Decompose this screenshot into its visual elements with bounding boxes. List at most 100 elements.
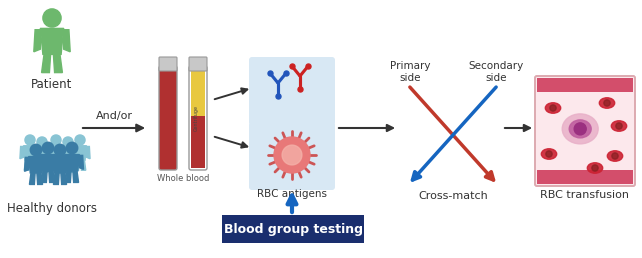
Polygon shape [56, 159, 62, 170]
FancyBboxPatch shape [535, 76, 635, 186]
Polygon shape [53, 172, 59, 184]
Circle shape [616, 123, 622, 129]
Polygon shape [29, 157, 44, 173]
Polygon shape [62, 162, 67, 172]
FancyBboxPatch shape [159, 66, 177, 170]
Polygon shape [37, 155, 40, 169]
Polygon shape [37, 172, 42, 184]
Circle shape [37, 137, 47, 147]
Polygon shape [40, 28, 64, 54]
Circle shape [25, 135, 35, 145]
Polygon shape [69, 162, 74, 172]
Text: Blood group testing: Blood group testing [223, 222, 363, 236]
Ellipse shape [545, 103, 560, 113]
FancyBboxPatch shape [222, 215, 364, 243]
Polygon shape [50, 159, 55, 170]
Polygon shape [65, 155, 80, 171]
Polygon shape [42, 53, 51, 72]
Circle shape [43, 9, 61, 27]
Text: RBC transfusion: RBC transfusion [541, 190, 630, 200]
Polygon shape [64, 30, 70, 52]
Polygon shape [62, 147, 66, 159]
Polygon shape [74, 149, 78, 161]
Circle shape [574, 123, 586, 135]
Polygon shape [49, 157, 53, 171]
Polygon shape [34, 30, 40, 52]
Text: Centrifuge: Centrifuge [193, 105, 198, 131]
Circle shape [42, 142, 54, 154]
Polygon shape [53, 53, 62, 72]
Ellipse shape [599, 98, 614, 108]
FancyBboxPatch shape [189, 57, 207, 71]
Circle shape [63, 137, 73, 147]
Polygon shape [49, 170, 55, 182]
Text: Secondary
side: Secondary side [469, 61, 524, 83]
Polygon shape [32, 149, 35, 161]
Polygon shape [80, 155, 83, 169]
Text: Patient: Patient [31, 78, 73, 91]
Polygon shape [53, 157, 67, 173]
Circle shape [51, 135, 61, 145]
Polygon shape [70, 147, 74, 159]
Text: RBC antigens: RBC antigens [257, 189, 327, 199]
Circle shape [282, 145, 302, 165]
Bar [191, 68, 205, 116]
Ellipse shape [562, 114, 598, 144]
Polygon shape [35, 148, 49, 162]
FancyBboxPatch shape [249, 122, 335, 190]
Ellipse shape [611, 121, 627, 131]
Polygon shape [67, 157, 71, 171]
Polygon shape [60, 155, 65, 169]
Circle shape [546, 151, 552, 157]
Text: And/or: And/or [96, 111, 132, 121]
Polygon shape [49, 146, 62, 160]
Text: Healthy donors: Healthy donors [7, 202, 97, 215]
Polygon shape [73, 170, 78, 182]
Ellipse shape [569, 120, 591, 138]
Polygon shape [30, 172, 35, 184]
Polygon shape [42, 170, 47, 182]
FancyBboxPatch shape [249, 57, 335, 125]
Ellipse shape [587, 163, 603, 173]
Polygon shape [81, 159, 86, 170]
Bar [537, 170, 633, 184]
Polygon shape [36, 162, 41, 172]
Bar [537, 78, 633, 92]
Polygon shape [65, 170, 71, 182]
Polygon shape [87, 147, 90, 159]
FancyBboxPatch shape [159, 57, 177, 71]
Polygon shape [62, 148, 74, 162]
Polygon shape [49, 149, 52, 161]
Bar [191, 116, 205, 168]
Polygon shape [40, 155, 55, 171]
Ellipse shape [607, 151, 623, 161]
Polygon shape [37, 147, 40, 159]
Polygon shape [74, 146, 87, 160]
Circle shape [30, 144, 42, 156]
Polygon shape [46, 147, 49, 159]
Circle shape [55, 144, 65, 156]
Text: Whole blood: Whole blood [157, 174, 209, 183]
Text: Primary
side: Primary side [390, 61, 430, 83]
Circle shape [592, 165, 598, 171]
Polygon shape [31, 159, 36, 170]
Circle shape [550, 105, 556, 111]
Polygon shape [24, 146, 37, 160]
Polygon shape [74, 159, 79, 170]
Polygon shape [61, 172, 67, 184]
Text: Antibodies: Antibodies [265, 124, 320, 134]
Polygon shape [55, 155, 60, 169]
Polygon shape [58, 149, 62, 161]
Polygon shape [20, 147, 24, 159]
Text: Cross-match: Cross-match [418, 191, 488, 201]
Circle shape [612, 153, 618, 159]
Circle shape [274, 137, 310, 173]
Polygon shape [44, 157, 48, 171]
Polygon shape [24, 159, 30, 170]
Circle shape [66, 142, 78, 154]
Polygon shape [24, 157, 29, 171]
Ellipse shape [541, 149, 557, 159]
Polygon shape [43, 162, 48, 172]
Circle shape [75, 135, 85, 145]
Circle shape [604, 100, 610, 106]
